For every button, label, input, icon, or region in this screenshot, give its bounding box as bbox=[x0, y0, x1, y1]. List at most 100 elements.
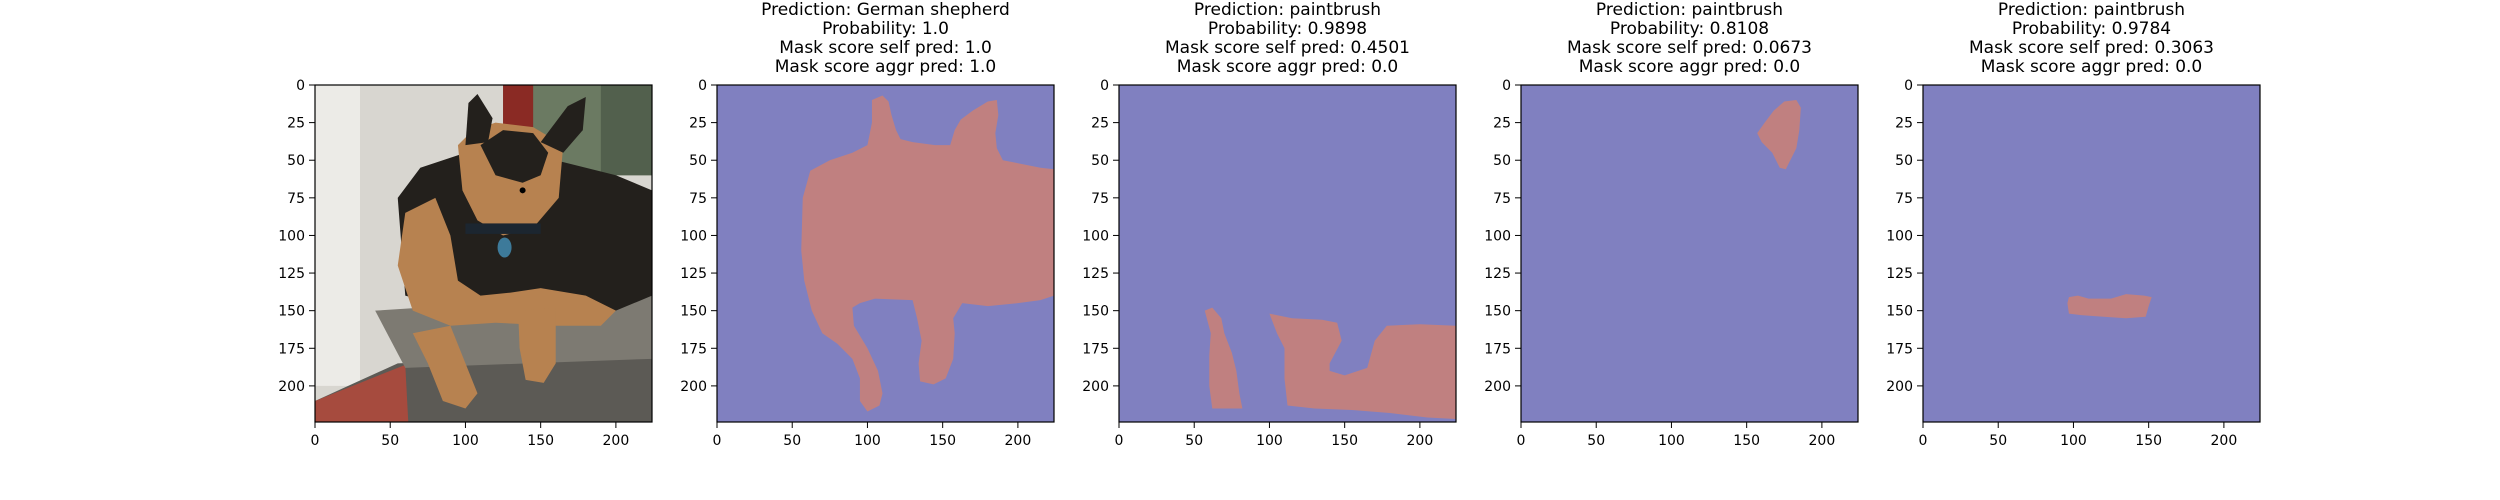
subplot-title: Prediction: German shepherdProbability: … bbox=[761, 0, 1010, 77]
x-tick-label: 200 bbox=[1005, 433, 1032, 449]
title-line: Mask score aggr pred: 0.0 bbox=[1981, 57, 2203, 77]
x-tick-label: 100 bbox=[1256, 433, 1283, 449]
axes-frame bbox=[1922, 84, 2261, 423]
y-tick-label: 150 bbox=[1484, 304, 1511, 320]
x-tick-label: 100 bbox=[1658, 433, 1685, 449]
x-tick-label: 200 bbox=[2211, 433, 2238, 449]
y-tick-label: 150 bbox=[1082, 304, 1109, 320]
title-line: Prediction: German shepherd bbox=[761, 0, 1010, 20]
axes-frame bbox=[314, 84, 653, 423]
mask-background bbox=[1521, 85, 1858, 422]
y-tick-label: 25 bbox=[287, 116, 305, 132]
x-tick-label: 100 bbox=[452, 433, 479, 449]
y-tick-label: 75 bbox=[1493, 191, 1511, 207]
mask-background bbox=[1923, 85, 2260, 422]
y-tick-label: 75 bbox=[1895, 191, 1913, 207]
y-tick-label: 0 bbox=[1502, 78, 1511, 94]
y-tick-label: 25 bbox=[1895, 116, 1913, 132]
x-tick-label: 100 bbox=[2060, 433, 2087, 449]
x-tick-label: 50 bbox=[1587, 433, 1605, 449]
dog-right-ear bbox=[540, 97, 586, 153]
x-tick-label: 0 bbox=[713, 433, 722, 449]
dog-right-leg bbox=[518, 307, 556, 383]
x-tick-label: 100 bbox=[854, 433, 881, 449]
mask-region-1 bbox=[2067, 294, 2152, 319]
title-line: Probability: 0.9784 bbox=[2012, 19, 2171, 39]
y-tick-label: 25 bbox=[1493, 116, 1511, 132]
image-area bbox=[1923, 85, 2260, 422]
background-plants bbox=[600, 85, 652, 176]
x-tick-label: 150 bbox=[2135, 433, 2162, 449]
y-tick-label: 150 bbox=[680, 304, 707, 320]
y-tick-label: 0 bbox=[1100, 78, 1109, 94]
y-tick-label: 175 bbox=[1484, 341, 1511, 357]
x-tick-label: 0 bbox=[1115, 433, 1124, 449]
x-tick-label: 0 bbox=[1517, 433, 1526, 449]
title-line: Mask score self pred: 0.4501 bbox=[1165, 38, 1410, 58]
y-tick-label: 125 bbox=[680, 266, 707, 282]
y-tick-label: 100 bbox=[278, 228, 305, 244]
image-area bbox=[717, 85, 1054, 422]
title-line: Prediction: paintbrush bbox=[1596, 0, 1783, 20]
y-tick-label: 125 bbox=[1484, 266, 1511, 282]
y-tick-label: 200 bbox=[278, 379, 305, 395]
image-area bbox=[1119, 85, 1456, 422]
dog-left-leg bbox=[412, 325, 478, 409]
x-tick-label: 200 bbox=[603, 433, 630, 449]
y-tick-label: 150 bbox=[278, 304, 305, 320]
title-line: Prediction: paintbrush bbox=[1998, 0, 2185, 20]
y-tick-label: 175 bbox=[680, 341, 707, 357]
dog-nose bbox=[519, 187, 526, 194]
brick-step bbox=[315, 364, 409, 422]
y-tick-label: 25 bbox=[1091, 116, 1109, 132]
y-tick-label: 50 bbox=[1493, 153, 1511, 169]
wall-highlight bbox=[315, 85, 360, 386]
y-tick-label: 100 bbox=[1886, 228, 1913, 244]
title-line: Probability: 0.9898 bbox=[1208, 19, 1367, 39]
x-tick-label: 200 bbox=[1809, 433, 1836, 449]
y-tick-label: 125 bbox=[278, 266, 305, 282]
y-tick-label: 200 bbox=[1886, 379, 1913, 395]
y-tick-label: 25 bbox=[689, 116, 707, 132]
title-line: Mask score aggr pred: 0.0 bbox=[1579, 57, 1801, 77]
y-tick-label: 50 bbox=[1091, 153, 1109, 169]
y-tick-label: 50 bbox=[287, 153, 305, 169]
x-tick-label: 50 bbox=[381, 433, 399, 449]
subplot-2: Prediction: German shepherdProbability: … bbox=[680, 0, 1055, 449]
y-tick-label: 50 bbox=[1895, 153, 1913, 169]
title-line: Mask score self pred: 0.3063 bbox=[1969, 38, 2214, 58]
title-line: Mask score aggr pred: 0.0 bbox=[1177, 57, 1399, 77]
axes-frame bbox=[1520, 84, 1859, 423]
subplot-1: 0 50 100 150 200 0 25 50 75 100 125 150 175 200 bbox=[278, 78, 653, 449]
y-tick-label: 100 bbox=[1082, 228, 1109, 244]
title-line: Mask score self pred: 1.0 bbox=[779, 38, 992, 58]
x-tick-label: 0 bbox=[1919, 433, 1928, 449]
dog-face-mask bbox=[480, 130, 549, 183]
y-tick-label: 200 bbox=[1484, 379, 1511, 395]
x-tick-label: 50 bbox=[783, 433, 801, 449]
title-line: Probability: 1.0 bbox=[822, 19, 949, 39]
y-tick-label: 150 bbox=[1886, 304, 1913, 320]
y-tick-label: 0 bbox=[698, 78, 707, 94]
axes-frame bbox=[1118, 84, 1457, 423]
y-tick-label: 200 bbox=[680, 379, 707, 395]
y-tick-label: 175 bbox=[1082, 341, 1109, 357]
y-tick-label: 200 bbox=[1082, 379, 1109, 395]
x-tick-label: 0 bbox=[311, 433, 320, 449]
x-tick-label: 150 bbox=[1733, 433, 1760, 449]
dog-tag bbox=[497, 237, 512, 258]
x-tick-label: 50 bbox=[1185, 433, 1203, 449]
y-tick-label: 175 bbox=[1886, 341, 1913, 357]
x-tick-label: 200 bbox=[1407, 433, 1434, 449]
x-tick-label: 150 bbox=[527, 433, 554, 449]
y-tick-label: 75 bbox=[1091, 191, 1109, 207]
dog-chest bbox=[397, 197, 616, 326]
y-tick-label: 0 bbox=[1904, 78, 1913, 94]
mask-region-1 bbox=[1204, 307, 1243, 409]
